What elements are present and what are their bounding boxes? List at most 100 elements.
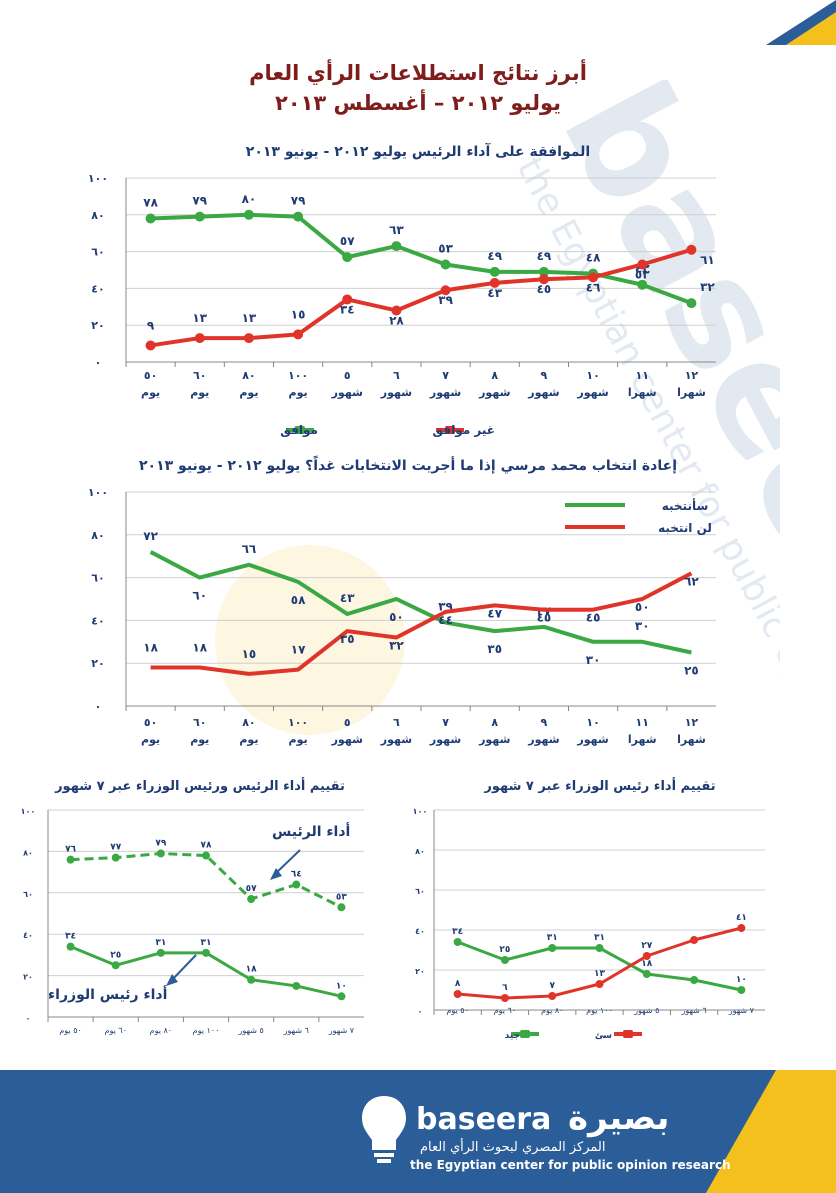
data-label: ٤٥ [537, 282, 552, 296]
chart-title: تقييم أداء رئيس الوزراء عبر ٧ شهور [483, 777, 715, 794]
x-tick-label: شهور [478, 386, 510, 399]
footer-corner-decoration [706, 1070, 836, 1193]
data-label: ٥٣ [635, 267, 650, 281]
data-label: ٩ [147, 318, 155, 332]
data-point [737, 986, 746, 994]
x-tick-label: شهور [576, 386, 608, 399]
data-point [489, 266, 500, 277]
data-label: ٦٢ [684, 574, 699, 588]
y-tick-label: ٠ [418, 1007, 423, 1016]
x-tick-label: شهرا [677, 733, 706, 746]
data-label: ١٧ [291, 643, 306, 657]
y-tick-label: ٢٠ [23, 973, 33, 982]
page-header: أبرز نتائج استطلاعات الرأي العام يوليو ٢… [0, 58, 836, 118]
x-tick-label: ٦٠ يوم [104, 1026, 126, 1035]
legend-marker [445, 426, 455, 434]
y-tick-label: ٢٠ [91, 657, 104, 670]
x-tick-label: ١٢ [685, 369, 699, 382]
data-point [642, 952, 651, 960]
data-label: ٢٥ [110, 950, 121, 960]
x-tick-label: ٦٠ [193, 716, 206, 729]
data-label: ٤٨ [586, 251, 601, 265]
y-tick-label: ٦٠ [91, 572, 104, 585]
data-point [453, 990, 462, 998]
data-label: ٣١ [201, 938, 212, 948]
data-point [548, 992, 557, 1000]
data-label: ٤١ [736, 913, 747, 923]
series-line [150, 247, 692, 348]
x-tick-label: شهرا [628, 386, 657, 399]
legend-label: جيد [505, 1031, 520, 1041]
data-point [391, 241, 402, 252]
brand-tagline-en: the Egyptian center for public opinion r… [410, 1158, 731, 1172]
data-label: ٣٤ [340, 302, 355, 316]
x-tick-label: ٥ شهور [238, 1026, 264, 1035]
data-label: ١٣ [242, 311, 257, 325]
data-label: ٣٢ [389, 639, 404, 653]
x-tick-label: ٨ [491, 716, 498, 729]
data-label: ٤٣ [487, 286, 502, 300]
data-point [489, 277, 500, 288]
data-point [595, 944, 604, 952]
legend-marker [295, 426, 305, 434]
data-point [690, 976, 699, 984]
data-point [145, 213, 156, 224]
data-label: ١٣ [594, 969, 605, 979]
data-label: ٧ [549, 981, 555, 991]
data-label: ٥٠ [635, 600, 650, 614]
data-label: ٣١ [594, 933, 605, 943]
data-label: ٤٧ [487, 606, 502, 620]
data-point [156, 948, 165, 957]
data-point [111, 853, 120, 862]
x-tick-label: ١٢ [685, 716, 699, 729]
page-title: أبرز نتائج استطلاعات الرأي العام [249, 61, 587, 85]
data-label: ٥٣ [438, 241, 453, 255]
y-tick-label: ١٠٠ [413, 807, 428, 816]
x-tick-label: ٩ [541, 716, 548, 729]
x-tick-label: ٩ [541, 369, 548, 382]
top-corner-decoration [766, 0, 836, 45]
data-label: ٧٩ [155, 838, 166, 848]
x-tick-label: ٨٠ يوم [541, 1006, 563, 1015]
arrow-head-icon [270, 868, 282, 880]
x-tick-label: ٨ [491, 369, 498, 382]
data-label: ٥٧ [340, 234, 355, 248]
data-point [548, 944, 557, 952]
y-tick-label: ٠ [26, 1014, 31, 1023]
president-arrow [273, 849, 301, 876]
data-label: ١٠ [336, 981, 347, 991]
data-label: ٧٩ [192, 194, 207, 208]
data-point [202, 948, 210, 957]
y-tick-label: ٠ [95, 700, 102, 713]
data-label: ١٨ [143, 640, 158, 654]
data-label: ١٣ [192, 311, 207, 325]
y-tick-label: ٦٠ [91, 246, 104, 259]
data-point [243, 333, 254, 344]
series-line [149, 550, 692, 655]
y-tick-label: ٤٠ [415, 927, 425, 936]
x-tick-label: يوم [239, 386, 258, 399]
x-tick-label: ٥٠ يوم [446, 1006, 468, 1015]
data-label: ٤٩ [537, 249, 552, 263]
data-point [690, 936, 699, 944]
x-tick-label: ٦٠ [193, 369, 206, 382]
x-tick-label: ٥٠ يوم [59, 1026, 81, 1035]
data-point [500, 994, 509, 1002]
legend-label: موافق [280, 423, 318, 438]
data-point [538, 274, 549, 285]
x-tick-label: شهور [527, 733, 559, 746]
data-label: ٨٠ [242, 192, 257, 206]
x-tick-label: شهرا [677, 386, 706, 399]
x-tick-label: شهور [576, 733, 608, 746]
data-point [686, 298, 697, 309]
data-point [293, 211, 304, 222]
data-point [145, 340, 156, 351]
x-tick-label: ٥٠ [144, 369, 157, 382]
data-point [500, 956, 509, 964]
data-point [595, 980, 604, 988]
legend-marker [520, 1030, 530, 1038]
x-tick-label: ٨٠ [242, 369, 255, 382]
data-point [342, 252, 353, 263]
x-tick-label: شهور [429, 386, 461, 399]
data-point [453, 938, 462, 946]
